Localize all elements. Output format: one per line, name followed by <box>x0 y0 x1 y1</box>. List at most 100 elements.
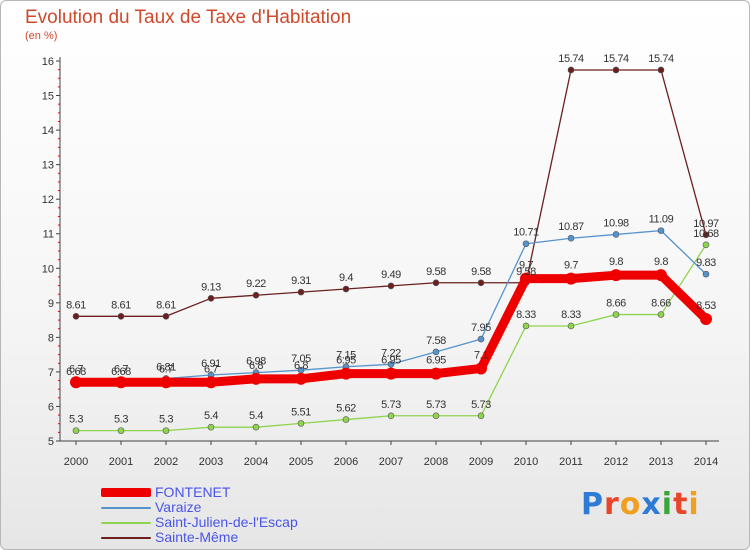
y-tick-label: 5 <box>48 436 54 448</box>
data-point-fontenet <box>205 376 217 389</box>
data-label-saint-julien-de-l-escap: 5.3 <box>159 414 173 426</box>
logo-letter: i <box>661 487 674 522</box>
data-point-sainte-m-me <box>612 66 620 74</box>
data-label-sainte-m-me: 8.61 <box>66 299 86 311</box>
data-label-fontenet: 7.1 <box>474 349 488 361</box>
y-tick-label: 12 <box>42 194 54 206</box>
x-tick-label: 2003 <box>199 456 223 468</box>
data-point-sainte-m-me <box>207 295 215 302</box>
x-tick-label: 2014 <box>694 456 718 468</box>
data-point-fontenet <box>250 372 262 385</box>
data-label-sainte-m-me: 9.58 <box>471 266 491 278</box>
data-point-varaize <box>657 227 665 234</box>
data-point-varaize <box>477 335 485 343</box>
data-point-fontenet <box>295 372 307 385</box>
data-point-saint-julien-de-l-escap <box>702 241 710 249</box>
data-label-varaize: 6.81 <box>156 361 176 373</box>
data-point-saint-julien-de-l-escap <box>342 416 350 423</box>
data-point-varaize <box>387 361 395 368</box>
data-label-fontenet: 9.8 <box>609 256 623 268</box>
axes: 5 6 7 8 9 10 11 12 13 14 15 16 2000 2001 2002 2003 2004 2… <box>42 56 719 468</box>
data-label-saint-julien-de-l-escap: 5.3 <box>69 414 83 426</box>
data-label-saint-julien-de-l-escap: 8.66 <box>606 298 626 310</box>
data-point-fontenet <box>700 313 712 326</box>
data-label-fontenet: 9.7 <box>564 260 578 272</box>
legend-item: Saint-Julien-de-l'Escap <box>101 515 298 530</box>
y-tick-label: 9 <box>48 298 54 310</box>
legend-swatch <box>101 488 151 497</box>
data-label-saint-julien-de-l-escap: 5.73 <box>471 399 491 411</box>
logo-letter: i <box>688 487 700 522</box>
logo-letter: r <box>604 487 620 522</box>
y-tick-label: 8 <box>48 332 54 344</box>
x-tick-label: 2006 <box>334 456 358 468</box>
y-tick-label: 15 <box>42 91 54 103</box>
series-layer <box>70 66 712 434</box>
data-label-fontenet: 9.7 <box>519 260 533 272</box>
data-label-saint-julien-de-l-escap: 5.73 <box>381 399 401 411</box>
x-tick-label: 2005 <box>289 456 313 468</box>
data-label-sainte-m-me: 9.31 <box>291 275 311 287</box>
data-point-saint-julien-de-l-escap <box>612 311 620 318</box>
x-tick-label: 2002 <box>154 456 178 468</box>
legend: FONTENET Varaize Saint-Julien-de-l'Escap Sa… <box>101 485 298 545</box>
data-label-saint-julien-de-l-escap: 5.62 <box>336 403 356 415</box>
data-label-fontenet: 6.7 <box>204 363 218 375</box>
x-tick-label: 2000 <box>64 456 88 468</box>
data-label-fontenet: 6.8 <box>294 360 308 372</box>
data-label-fontenet: 6.7 <box>159 363 173 375</box>
data-label-saint-julien-de-l-escap: 5.4 <box>204 410 218 422</box>
legend-swatch <box>101 536 151 539</box>
data-label-fontenet: 8.53 <box>696 300 716 312</box>
data-label-varaize: 7.15 <box>336 350 356 362</box>
data-point-fontenet <box>115 376 127 389</box>
data-label-saint-julien-de-l-escap: 8.33 <box>516 309 536 321</box>
legend-item: FONTENET <box>101 485 298 500</box>
data-label-sainte-m-me: 9.4 <box>339 272 353 284</box>
data-label-saint-julien-de-l-escap: 8.66 <box>651 298 671 310</box>
data-label-sainte-m-me: 8.61 <box>156 299 176 311</box>
data-point-sainte-m-me <box>567 66 575 74</box>
y-tick-label: 13 <box>42 160 54 172</box>
data-point-sainte-m-me <box>72 312 80 320</box>
x-tick-label: 2011 <box>559 456 583 468</box>
data-label-fontenet: 6.95 <box>336 355 356 367</box>
data-label-fontenet: 9.8 <box>654 256 668 268</box>
legend-swatch <box>101 506 151 509</box>
x-tick-label: 2012 <box>604 456 628 468</box>
x-tick-label: 2010 <box>514 456 538 468</box>
data-label-sainte-m-me: 15.74 <box>648 53 674 65</box>
x-tick-label: 2001 <box>109 456 133 468</box>
data-point-fontenet <box>70 376 82 389</box>
data-label-saint-julien-de-l-escap: 5.51 <box>291 406 311 418</box>
x-tick-label: 2013 <box>649 456 673 468</box>
data-point-fontenet <box>655 269 667 282</box>
data-point-fontenet <box>475 362 487 375</box>
y-tick-label: 7 <box>48 367 54 379</box>
logo-letter: o <box>619 487 642 522</box>
logo-letter: t <box>673 487 689 522</box>
data-label-fontenet: 6.95 <box>426 355 446 367</box>
data-point-fontenet <box>520 272 532 285</box>
data-point-saint-julien-de-l-escap <box>522 322 530 330</box>
data-point-saint-julien-de-l-escap <box>72 427 80 434</box>
proxiti-logo: Proxiti <box>581 487 700 522</box>
data-label-fontenet: 6.7 <box>69 363 83 375</box>
data-point-sainte-m-me <box>387 282 395 290</box>
y-tick-label: 14 <box>42 125 54 137</box>
legend-label: Sainte-Même <box>155 529 239 545</box>
data-label-varaize: 6.91 <box>201 358 221 370</box>
data-point-sainte-m-me <box>297 288 305 296</box>
data-label-saint-julien-de-l-escap: 10.68 <box>693 228 719 240</box>
legend-label: Saint-Julien-de-l'Escap <box>155 514 298 530</box>
data-point-varaize <box>432 348 440 356</box>
data-label-varaize: 7.22 <box>381 347 401 359</box>
data-label-varaize: 6.68 <box>66 366 86 378</box>
data-point-varaize <box>702 270 710 278</box>
y-tick-label: 6 <box>48 401 54 413</box>
data-label-sainte-m-me: 10.97 <box>693 218 719 230</box>
data-point-saint-julien-de-l-escap <box>297 420 305 427</box>
data-label-sainte-m-me: 9.58 <box>516 266 536 278</box>
data-point-fontenet <box>430 367 442 380</box>
y-tick-label: 16 <box>42 56 54 68</box>
